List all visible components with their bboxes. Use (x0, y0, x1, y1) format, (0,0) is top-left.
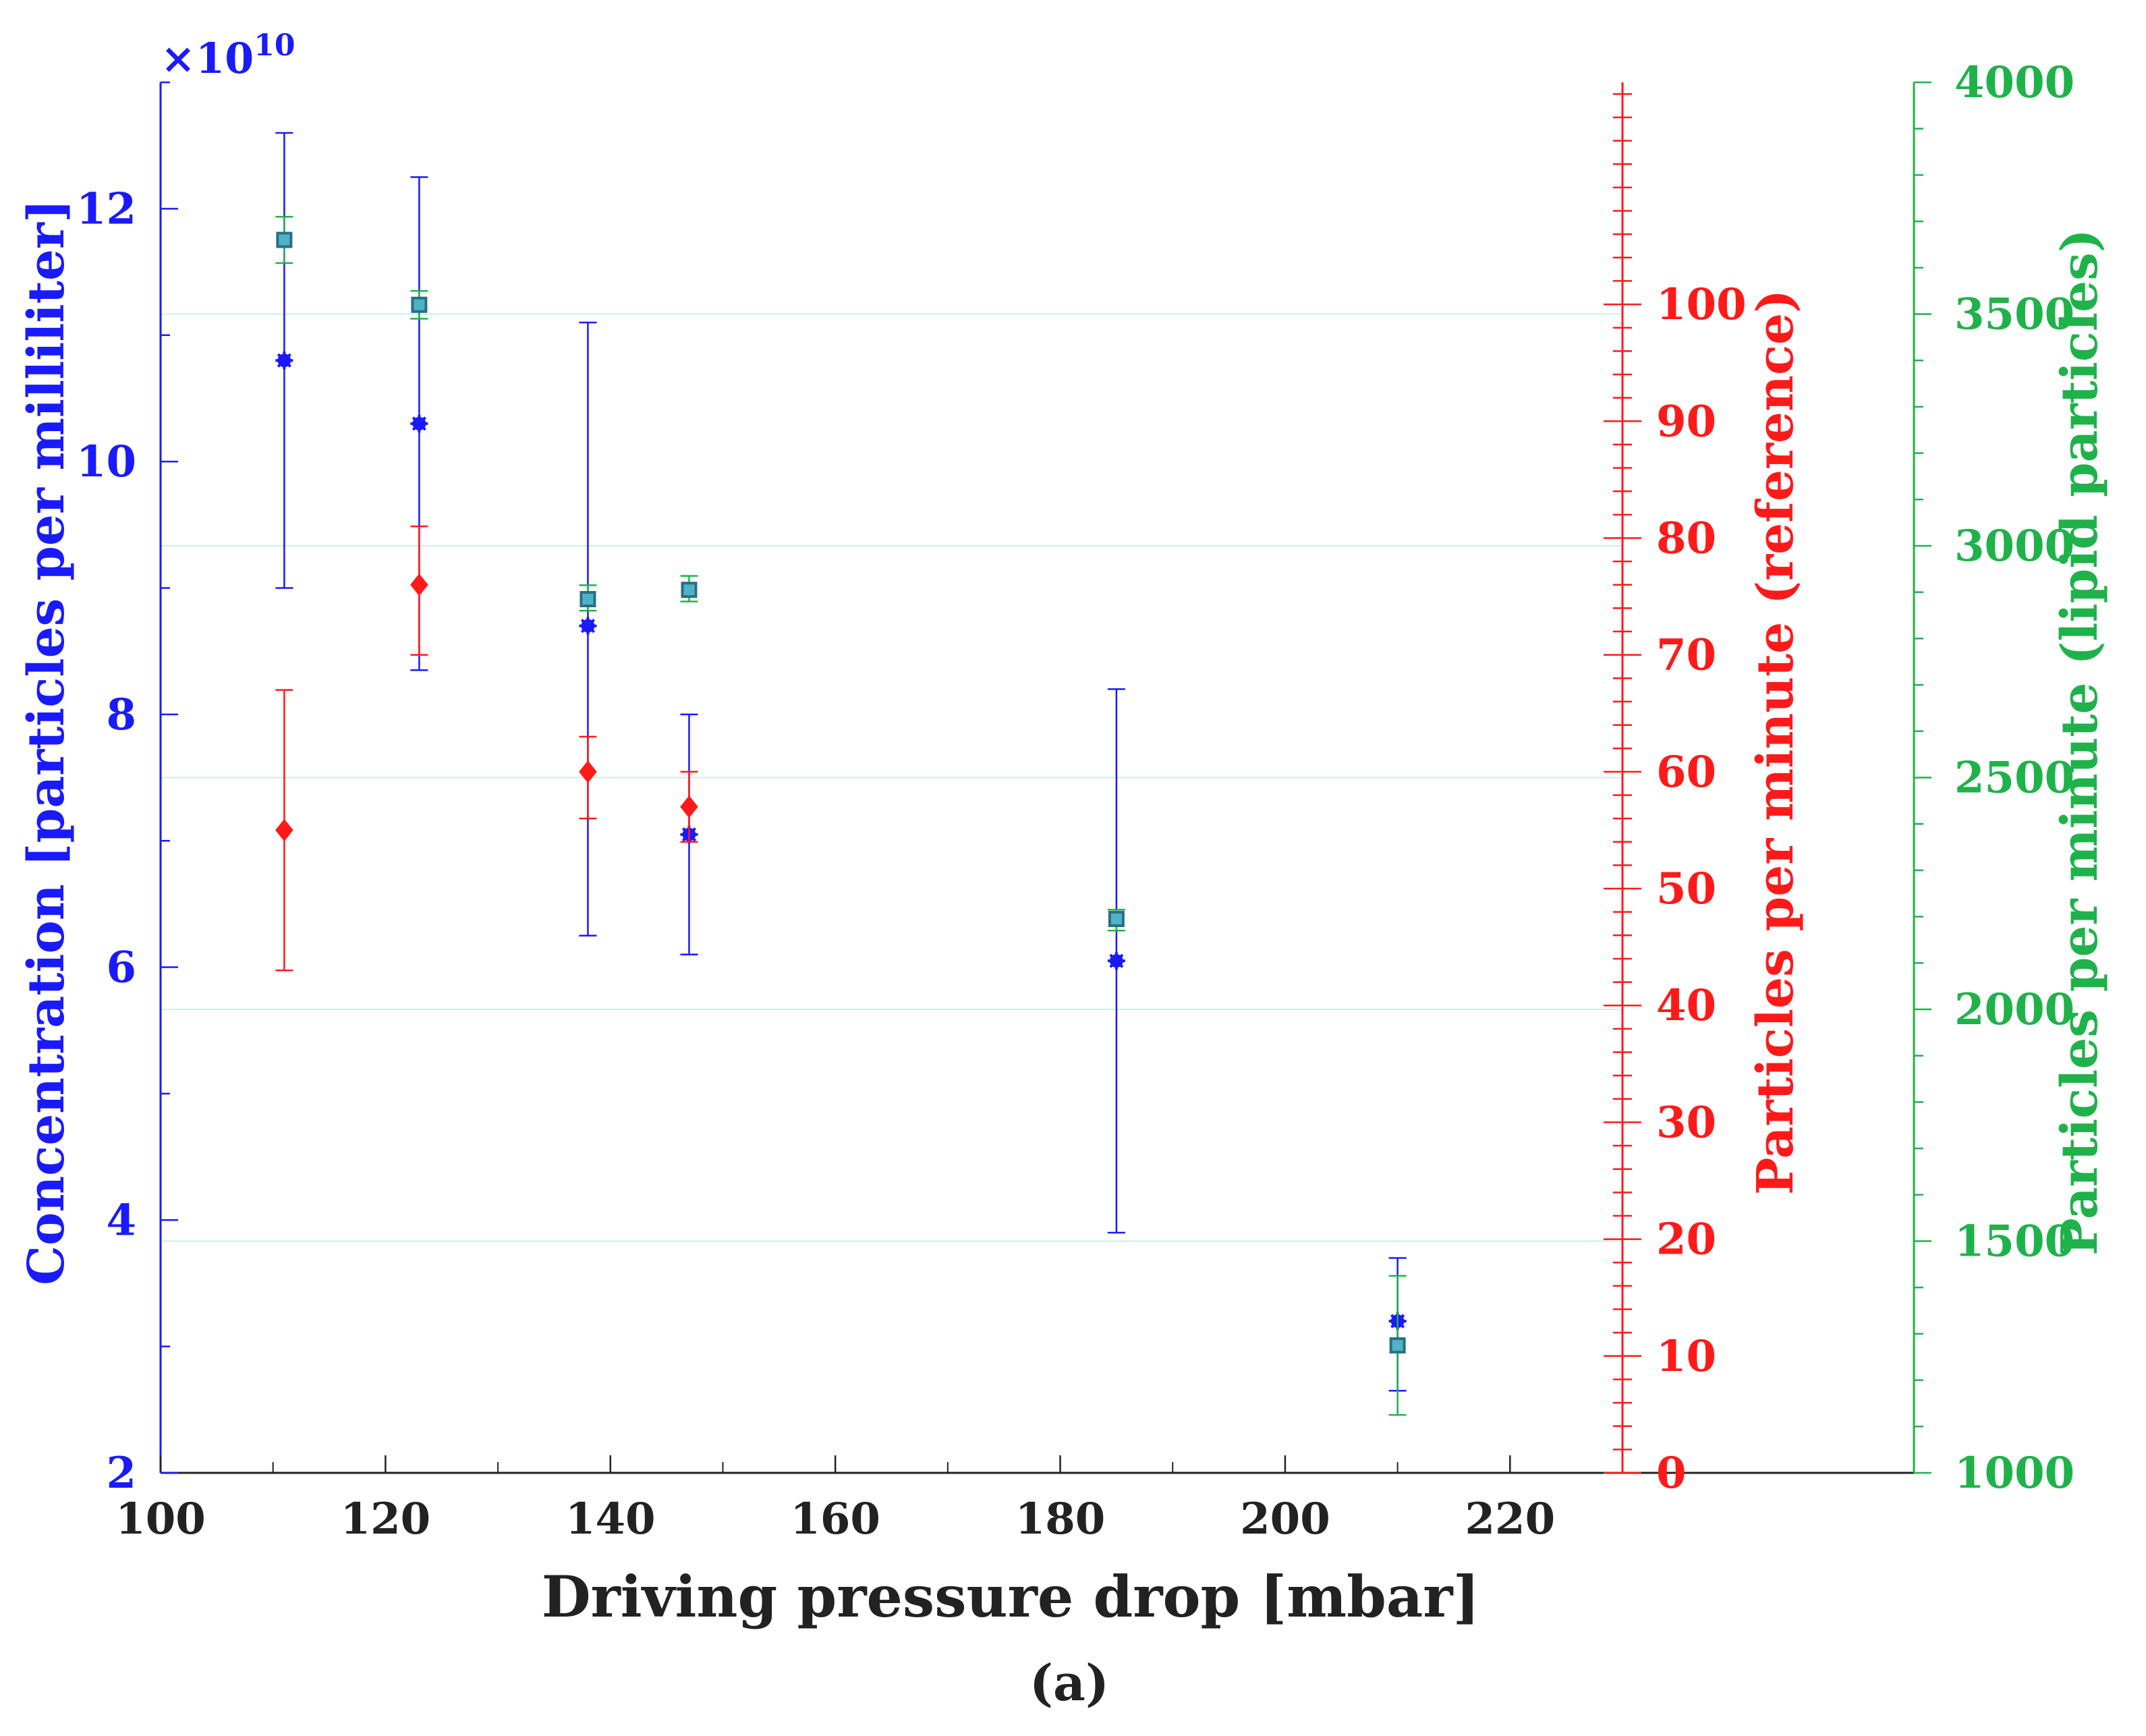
data-point-spoke (580, 619, 596, 634)
data-point-group (1388, 1275, 1407, 1416)
x-tick-label: 140 (565, 1494, 656, 1544)
data-point-group (680, 575, 698, 603)
data-point-group (579, 321, 597, 936)
mid-axis-label: Particles per minute (reference) (1747, 289, 1805, 1195)
right-tick-label: 3500 (1954, 289, 2074, 340)
data-point (411, 296, 428, 313)
x-tick-label: 200 (1240, 1494, 1330, 1544)
x-tick-label: 160 (790, 1494, 880, 1544)
mid-tick-label: 60 (1656, 747, 1716, 797)
data-point-group (579, 735, 597, 820)
right-tick-label: 1000 (1954, 1448, 2074, 1499)
left-tick-label: 4 (106, 1195, 136, 1245)
mid-tick-label: 50 (1656, 864, 1716, 914)
data-point-group (410, 289, 428, 320)
data-point-group (1107, 909, 1125, 932)
right-tick-label: 3000 (1954, 521, 2074, 571)
data-point-spoke (1109, 953, 1124, 968)
mid-tick-label: 0 (1656, 1448, 1687, 1499)
mid-tick-label: 80 (1656, 513, 1716, 563)
mid-tick-label: 70 (1656, 630, 1716, 681)
exponent-base: ×10 (161, 34, 254, 83)
right-tick-label: 2500 (1954, 753, 2074, 804)
data-point-spoke (277, 353, 291, 368)
mid-tick-label: 40 (1656, 980, 1716, 1031)
mid-tick-label: 90 (1656, 396, 1716, 447)
data-point (1108, 911, 1125, 928)
data-point-group (579, 584, 597, 612)
data-point-group (275, 215, 293, 264)
x-axis-label: Driving pressure drop [mbar] (542, 1563, 1480, 1630)
left-axis-exponent: ×1010 (161, 28, 295, 83)
mid-tick-label: 100 (1656, 279, 1747, 330)
data-point-spoke (412, 416, 426, 431)
mid-tick-label: 30 (1656, 1097, 1716, 1148)
data-point-group (680, 771, 698, 843)
right-tick-label: 2000 (1954, 984, 2074, 1035)
x-tick-label: 180 (1015, 1494, 1106, 1544)
grid-lines (161, 313, 1622, 1242)
data-point (1389, 1337, 1406, 1354)
series-mid (275, 525, 698, 972)
data-point-group (410, 525, 428, 656)
left-tick-label: 10 (76, 437, 136, 487)
data-point-group (275, 689, 293, 972)
exponent-superscript: 10 (254, 28, 295, 63)
left-tick-label: 8 (106, 690, 136, 740)
right-tick-label: 1500 (1954, 1216, 2074, 1267)
x-tick-label: 100 (115, 1494, 206, 1544)
figure-caption: (a) (1029, 1654, 1109, 1712)
left-axis-label: Concentration [particles per milliliter] (18, 199, 76, 1285)
data-point (276, 231, 293, 248)
x-tick-label: 120 (341, 1494, 431, 1544)
series-right (275, 215, 1407, 1416)
labels: Driving pressure drop [mbar] (a) Concent… (18, 28, 2109, 1712)
data-marks (275, 132, 1407, 1416)
x-tick-label: 220 (1465, 1494, 1556, 1544)
left-tick-label: 6 (106, 943, 136, 993)
left-tick-label: 12 (76, 184, 136, 234)
left-tick-label: 2 (106, 1448, 136, 1499)
right-axis-label: Particles per minute (lipid particles) (2051, 229, 2109, 1256)
data-point (275, 818, 293, 842)
mid-tick-label: 10 (1656, 1331, 1716, 1382)
data-point-group (275, 132, 293, 589)
data-point (410, 573, 428, 596)
data-point (580, 591, 596, 608)
data-point (680, 795, 698, 818)
mid-tick-label: 20 (1656, 1214, 1716, 1265)
data-point (579, 760, 597, 783)
data-point-group (1107, 688, 1125, 1234)
axes: 100 120 140 160 180 200 2202468101201020304050… (76, 57, 2074, 1544)
data-point (681, 582, 698, 598)
right-tick-label: 4000 (1954, 57, 2074, 108)
